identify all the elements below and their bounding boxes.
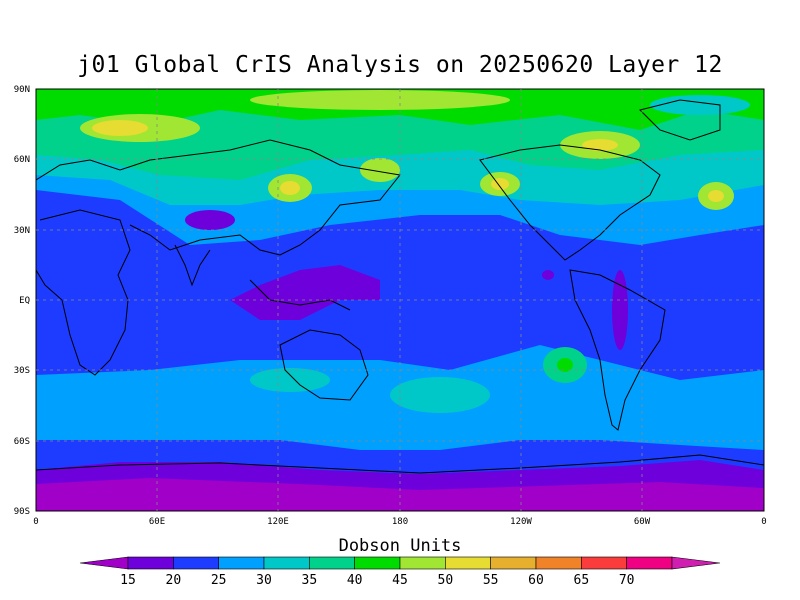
- colorbar-label: 45: [392, 573, 408, 588]
- lon-label: 60W: [634, 517, 651, 527]
- colorbar-swatch: [490, 556, 537, 570]
- ozone-lowest-antarctic: [36, 478, 764, 511]
- colorbar-swatch: [263, 556, 310, 570]
- colorbar-arrow-high: [671, 556, 721, 570]
- colorbar-label: 70: [619, 573, 635, 588]
- colorbar-label: 20: [166, 573, 182, 588]
- map-title: j01 Global CrIS Analysis on 20250620 Lay…: [77, 52, 723, 78]
- colorbar-swatch: [354, 556, 401, 570]
- ozone-low: [542, 270, 554, 280]
- lat-label: 30S: [14, 366, 30, 376]
- colorbar-label: 15: [120, 573, 136, 588]
- colorbar-swatch: [445, 556, 491, 570]
- colorbar-swatch: [309, 556, 355, 570]
- ozone-patch: [708, 190, 724, 202]
- colorbar-label: 60: [528, 573, 544, 588]
- ozone-low-tropics: [230, 265, 380, 320]
- ozone-low: [612, 270, 628, 350]
- ozone-patch: [250, 90, 510, 110]
- colorbar-swatch: [535, 556, 582, 570]
- colorbar: 15 20 25 30 35 40 45 50 55 60 65 70: [79, 556, 721, 588]
- ozone-patch: [280, 181, 300, 195]
- ozone-patch: [491, 178, 509, 190]
- ozone-low: [185, 210, 235, 230]
- lon-label: 120W: [510, 517, 532, 527]
- ozone-patch: [582, 139, 618, 151]
- colorbar-label: 25: [211, 573, 227, 588]
- ozone-patch: [92, 120, 148, 136]
- ozone-patch: [250, 368, 330, 392]
- lat-label: EQ: [19, 296, 30, 306]
- colorbar-swatch: [173, 556, 219, 570]
- colorbar-swatch: [218, 556, 265, 570]
- colorbar-swatch: [626, 556, 673, 570]
- lon-label: 0: [33, 517, 38, 527]
- latitude-labels: 90N 60N 30N EQ 30S 60S 90S: [14, 85, 30, 517]
- colorbar-label: 40: [347, 573, 363, 588]
- lon-label: 0: [761, 517, 766, 527]
- colorbar-label: 65: [574, 573, 590, 588]
- colorbar-label: 35: [302, 573, 318, 588]
- lat-label: 60N: [14, 155, 30, 165]
- colorbar-label: 50: [438, 573, 454, 588]
- colorbar-swatch: [127, 556, 174, 570]
- colorbar-swatch: [581, 556, 627, 570]
- colorbar-title: Dobson Units: [338, 536, 462, 556]
- lat-label: 90S: [14, 507, 30, 517]
- colorbar-swatch: [399, 556, 446, 570]
- ozone-patch: [557, 358, 573, 372]
- lat-label: 30N: [14, 226, 30, 236]
- ozone-patch: [390, 377, 490, 413]
- longitude-labels: 0 60E 120E 180 120W 60W 0: [33, 517, 766, 527]
- colorbar-label: 30: [256, 573, 272, 588]
- coastlines: [36, 99, 764, 474]
- ozone-patch: [360, 158, 400, 182]
- colorbar-label: 55: [483, 573, 499, 588]
- lon-label: 120E: [267, 517, 289, 527]
- lon-label: 180: [392, 517, 408, 527]
- lat-label: 60S: [14, 437, 30, 447]
- graticule: [36, 89, 764, 511]
- ozone-patch: [650, 95, 750, 115]
- lon-label: 60E: [149, 517, 165, 527]
- lat-label: 90N: [14, 85, 30, 95]
- colorbar-arrow-low: [79, 556, 129, 570]
